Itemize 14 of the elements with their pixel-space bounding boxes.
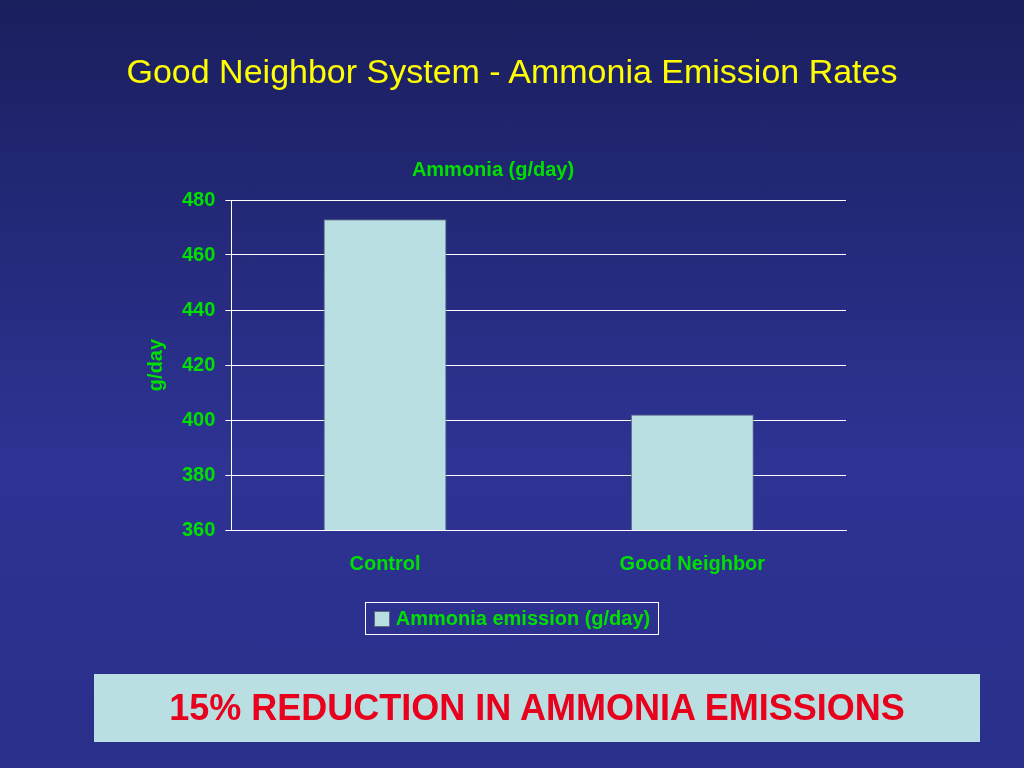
y-tick-label: 440	[181, 297, 216, 320]
x-tick-label: Control	[349, 551, 421, 574]
y-tick-label: 420	[181, 352, 216, 375]
y-axis-title: g/day	[143, 338, 166, 392]
chart-subtitle: Ammonia (g/day)	[411, 157, 575, 180]
y-tick-label: 400	[181, 407, 216, 430]
chart-title: Good Neighbor System - Ammonia Emission Rates	[125, 52, 899, 91]
y-tick-label: 480	[181, 187, 216, 210]
x-tick-label: Good Neighbor	[619, 551, 766, 574]
y-tick-label: 360	[181, 517, 216, 540]
series-label: Ammonia emission (g/day)	[395, 607, 651, 630]
text: 15% REDUCTION IN AMMONIA EMISSIONS	[94, 674, 980, 742]
y-tick-label: 460	[181, 242, 216, 265]
y-tick-label: 380	[181, 462, 216, 485]
